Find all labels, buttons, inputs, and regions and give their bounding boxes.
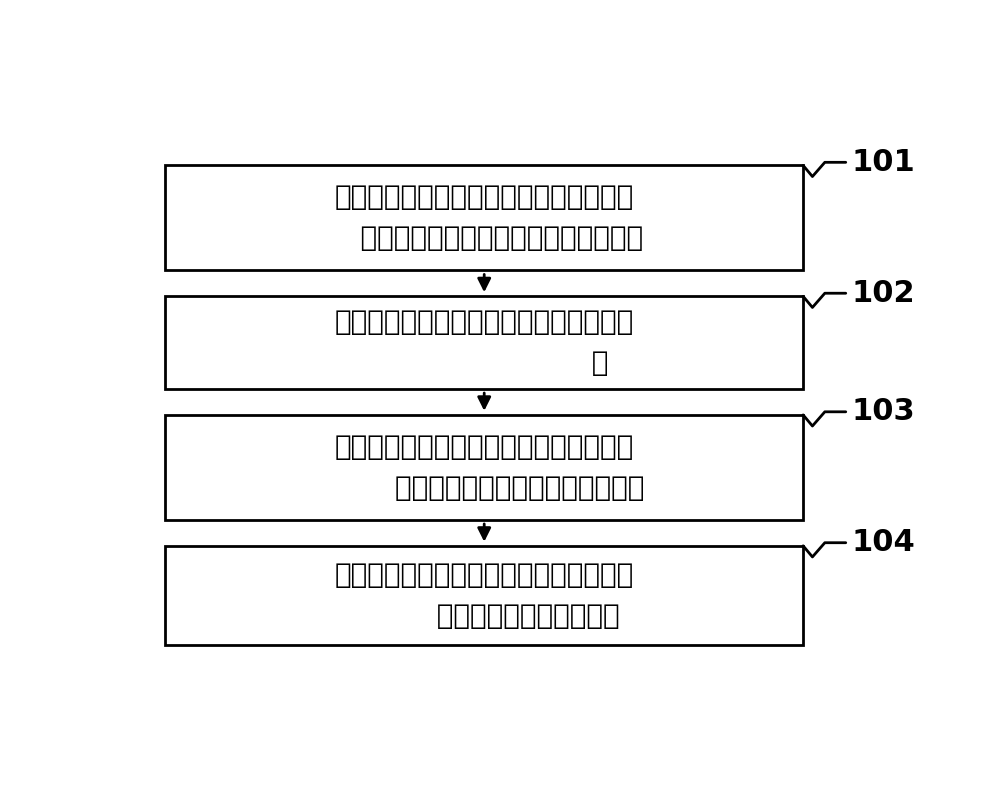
Bar (165, 546, 803, 645)
Text: 基于各显示单元的显示状态，实现脉冲信
          号在显示器件上的可视化: 基于各显示单元的显示状态，实现脉冲信 号在显示器件上的可视化 (335, 561, 634, 630)
Bar (165, 415, 803, 520)
Text: 根据脉冲序列与目标显示阵列之间的时空
        关系，确定各显示单元的显示状态: 根据脉冲序列与目标显示阵列之间的时空 关系，确定各显示单元的显示状态 (324, 433, 644, 502)
Text: 103: 103 (852, 397, 916, 427)
Text: 101: 101 (852, 148, 916, 176)
Text: 104: 104 (852, 529, 916, 557)
Bar (165, 296, 803, 389)
Text: 获取用于表征动态时空信息的目标脉冲序
                          列: 获取用于表征动态时空信息的目标脉冲序 列 (335, 308, 634, 377)
Bar (165, 165, 803, 270)
Text: 获取显示器件上的目标显示阵列，目标显
    示阵列由第一数量的显示单元排布组成: 获取显示器件上的目标显示阵列，目标显 示阵列由第一数量的显示单元排布组成 (325, 184, 643, 253)
Text: 102: 102 (852, 279, 916, 308)
